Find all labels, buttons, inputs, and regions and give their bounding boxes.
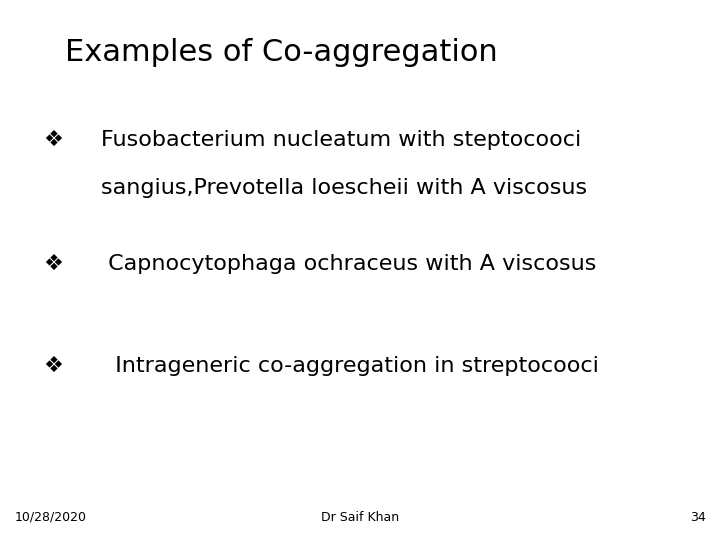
Text: Capnocytophaga ochraceus with A viscosus: Capnocytophaga ochraceus with A viscosus <box>101 254 596 274</box>
Text: ❖: ❖ <box>43 356 63 376</box>
Text: Fusobacterium nucleatum with steptocooci: Fusobacterium nucleatum with steptocooci <box>101 130 581 150</box>
Text: 10/28/2020: 10/28/2020 <box>14 511 86 524</box>
Text: ❖: ❖ <box>43 130 63 150</box>
Text: Dr Saif Khan: Dr Saif Khan <box>321 511 399 524</box>
Text: Examples of Co-aggregation: Examples of Co-aggregation <box>65 38 498 67</box>
Text: 34: 34 <box>690 511 706 524</box>
Text: ❖: ❖ <box>43 254 63 274</box>
Text: sangius,Prevotella loescheii with A viscosus: sangius,Prevotella loescheii with A visc… <box>101 178 587 198</box>
Text: Intrageneric co-aggregation in streptocooci: Intrageneric co-aggregation in streptoco… <box>101 356 598 376</box>
